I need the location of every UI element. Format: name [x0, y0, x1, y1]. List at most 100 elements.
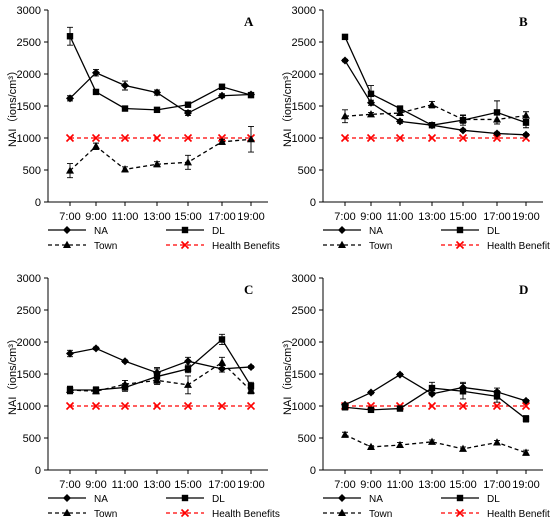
x-tick-label: 9:00 — [85, 211, 106, 223]
legend: NA DL Town Health Benefits — [323, 494, 550, 520]
y-tick-label: 3000 — [17, 273, 41, 285]
series-na — [341, 56, 530, 139]
legend-item-health: Health Benefits — [166, 240, 280, 252]
legend-item-dl: DL — [441, 226, 500, 237]
legend-marker — [63, 494, 71, 502]
x-tick-label: 9:00 — [85, 479, 106, 491]
legend-label: Health Benefits — [212, 241, 280, 252]
x-tick-label: 17:00 — [208, 479, 236, 491]
data-point — [92, 387, 100, 395]
data-point — [184, 101, 192, 108]
data-point — [92, 88, 100, 96]
data-point — [152, 401, 162, 411]
data-point — [120, 401, 130, 411]
x-tick-label: 15:00 — [449, 211, 477, 223]
y-tick-label: 500 — [23, 433, 41, 445]
legend-label: DL — [487, 494, 500, 505]
data-point — [341, 112, 349, 120]
x-tick-label: 17:00 — [483, 211, 511, 223]
data-point — [183, 133, 193, 143]
data-point — [218, 83, 226, 90]
panel-B: 0 500 1000 1500 2000 2500 3000 7:00 9:00 11:00 13:… — [281, 5, 550, 252]
data-point — [341, 33, 349, 41]
legend-label: Health Benefits — [487, 509, 550, 520]
legend-label: NA — [369, 494, 383, 505]
series-town — [341, 430, 530, 456]
x-tick-label: 19:00 — [237, 479, 265, 491]
y-tick-label: 3000 — [292, 5, 316, 17]
data-point — [493, 393, 501, 400]
data-point — [522, 415, 530, 422]
y-axis-label: NAI（ions/cm³） — [281, 333, 294, 415]
data-point — [493, 129, 501, 138]
data-point — [427, 401, 437, 411]
y-tick-label: 2000 — [292, 69, 316, 81]
data-point — [428, 122, 436, 129]
legend-item-health: Health Benefits — [441, 508, 550, 520]
data-point — [367, 442, 375, 450]
y-tick-label: 2500 — [17, 37, 41, 49]
y-tick-label: 2500 — [292, 305, 316, 317]
legend-item-dl: DL — [166, 226, 225, 237]
y-tick-label: 1000 — [17, 401, 41, 413]
y-tick-label: 1500 — [292, 369, 316, 381]
legend-marker — [338, 508, 346, 516]
legend-item-dl: DL — [166, 494, 225, 505]
data-point — [459, 388, 467, 395]
y-tick-label: 1000 — [17, 133, 41, 145]
legend-item-na: NA — [48, 226, 108, 237]
y-tick-label: 1000 — [292, 401, 316, 413]
legend-marker — [455, 508, 465, 518]
data-point — [65, 401, 75, 411]
data-point — [153, 160, 161, 168]
data-point — [65, 133, 75, 143]
series-town — [66, 356, 255, 395]
legend-item-town: Town — [48, 240, 117, 252]
x-tick-label: 13:00 — [418, 211, 446, 223]
legend: NA DL Town Health Benefits — [48, 226, 280, 252]
x-tick-label: 17:00 — [208, 211, 236, 223]
data-point — [66, 349, 74, 358]
series-dl — [66, 26, 255, 114]
legend-label: NA — [94, 226, 108, 237]
panel-D: 0 500 1000 1500 2000 2500 3000 7:00 9:00 11:00 13:… — [281, 273, 550, 520]
y-tick-label: 500 — [23, 165, 41, 177]
x-tick-label: 15:00 — [449, 479, 477, 491]
data-point — [459, 115, 467, 123]
panel-label: B — [519, 14, 528, 29]
legend-item-town: Town — [323, 508, 392, 520]
x-tick-label: 11:00 — [112, 479, 139, 491]
panel-C: 0 500 1000 1500 2000 2500 3000 7:00 9:00 11:00 13:… — [6, 273, 280, 520]
data-point — [396, 105, 404, 112]
data-point — [92, 68, 100, 77]
data-point — [183, 401, 193, 411]
y-tick-label: 1500 — [17, 369, 41, 381]
x-tick-label: 7:00 — [59, 211, 80, 223]
legend-label: Health Benefits — [487, 241, 550, 252]
data-point — [493, 109, 501, 116]
y-axis-label: NAI（ions/cm³） — [281, 65, 294, 147]
y-tick-label: 0 — [35, 197, 41, 209]
legend-label: DL — [212, 226, 225, 237]
data-point — [184, 109, 192, 118]
data-point — [396, 108, 404, 117]
y-tick-label: 2000 — [17, 337, 41, 349]
data-point — [218, 336, 226, 343]
y-tick-label: 2000 — [17, 69, 41, 81]
data-point — [66, 33, 74, 40]
y-tick-label: 500 — [298, 433, 316, 445]
data-point — [246, 401, 256, 411]
data-point — [92, 344, 100, 353]
data-point — [153, 106, 161, 114]
data-point — [458, 401, 468, 411]
legend-item-town: Town — [323, 240, 392, 252]
data-point — [341, 430, 349, 438]
data-point — [247, 386, 255, 394]
x-tick-label: 19:00 — [237, 211, 265, 223]
data-point — [91, 401, 101, 411]
x-tick-label: 19:00 — [512, 479, 540, 491]
panel-A: 0 500 1000 1500 2000 2500 3000 7:00 9:00 11:00 13:… — [6, 5, 280, 252]
legend-marker — [338, 240, 346, 248]
legend-item-health: Health Benefits — [441, 240, 550, 252]
data-point — [427, 133, 437, 143]
